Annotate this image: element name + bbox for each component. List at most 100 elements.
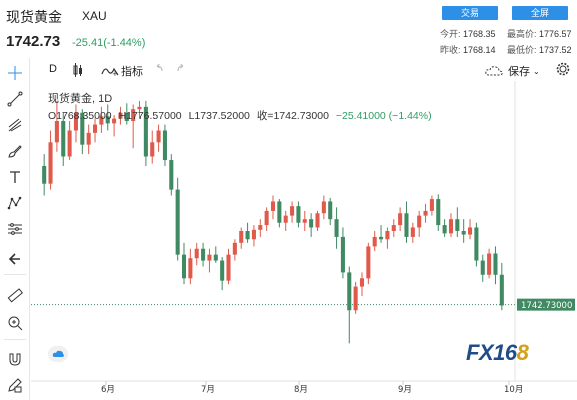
candle-body bbox=[181, 254, 187, 279]
candle-body bbox=[194, 248, 199, 259]
crosshair-icon[interactable] bbox=[6, 64, 24, 82]
prev-close-stat: 昨收: 1768.14 bbox=[440, 45, 496, 55]
candle-body bbox=[169, 160, 174, 190]
fullscreen-button[interactable]: 全屏 bbox=[512, 6, 568, 20]
candle-body bbox=[309, 219, 314, 228]
candle-body bbox=[105, 116, 110, 124]
x-tick-label: 9月 bbox=[398, 385, 412, 395]
candle-body bbox=[290, 206, 295, 216]
back-arrow-icon[interactable] bbox=[6, 250, 24, 268]
today-open-stat: 今开: 1768.35 bbox=[440, 29, 496, 39]
indicators-label: 指标 bbox=[121, 66, 143, 78]
candle-body bbox=[201, 248, 206, 261]
candle-body bbox=[118, 112, 123, 119]
candle-body bbox=[156, 130, 161, 143]
candlestick-chart[interactable]: 1742.73000 6月 7月 8月 9月 10月 bbox=[31, 81, 577, 400]
candle-body bbox=[143, 106, 148, 157]
candle-body bbox=[86, 132, 91, 145]
low-value: 1737.52 bbox=[539, 45, 572, 55]
drawing-tools-sidebar bbox=[0, 58, 30, 400]
candle-body bbox=[226, 254, 231, 281]
legend-change: −25.41000 (−1.44%) bbox=[335, 110, 432, 122]
candle-body bbox=[410, 227, 415, 237]
brush-icon[interactable] bbox=[6, 142, 24, 160]
high-stat: 最高价: 1776.57 bbox=[507, 29, 572, 39]
candle-body bbox=[283, 215, 288, 223]
indicators-button[interactable]: + 指标 bbox=[101, 63, 143, 79]
candle-body bbox=[54, 121, 59, 143]
candle-body bbox=[487, 253, 492, 275]
save-button[interactable]: 保存 ⌄ bbox=[484, 63, 540, 79]
magnet-icon[interactable] bbox=[6, 350, 24, 368]
last-price: 1742.73 bbox=[6, 33, 61, 50]
x-tick-label: 8月 bbox=[294, 385, 308, 395]
candle-body bbox=[92, 124, 98, 133]
candle-body bbox=[220, 260, 225, 281]
candle-body bbox=[359, 278, 365, 287]
candle-body bbox=[232, 242, 237, 255]
candle-body bbox=[213, 254, 218, 261]
high-value: 1776.57 bbox=[539, 29, 572, 39]
candle-body bbox=[124, 112, 129, 122]
candle-body bbox=[328, 201, 333, 220]
legend-open: O1768.35000 bbox=[48, 110, 112, 122]
candle-body bbox=[239, 231, 244, 243]
zoom-in-icon[interactable] bbox=[6, 314, 24, 332]
candle-body bbox=[258, 225, 263, 230]
candle-body bbox=[480, 260, 485, 275]
low-stat: 最低价: 1737.52 bbox=[507, 45, 572, 55]
candle-body bbox=[48, 142, 53, 184]
candle-body bbox=[398, 213, 403, 226]
prev-close-value: 1768.14 bbox=[463, 45, 496, 55]
candle-body bbox=[334, 219, 339, 237]
svg-text:+: + bbox=[112, 70, 118, 77]
legend-close: 收=1742.73000 bbox=[256, 110, 329, 122]
today-open-value: 1768.35 bbox=[463, 29, 496, 39]
chevron-down-icon: ⌄ bbox=[533, 66, 540, 76]
candle-body bbox=[347, 272, 352, 311]
chart-toolbar: D + 指标 保存 ⌄ bbox=[0, 58, 577, 80]
candle-body bbox=[61, 121, 66, 157]
candle-body bbox=[340, 236, 345, 273]
ruler-icon[interactable] bbox=[6, 286, 24, 304]
cloud-icon bbox=[485, 66, 503, 76]
candle-body bbox=[321, 201, 326, 214]
legend-low: L1737.52000 bbox=[188, 110, 250, 122]
visibility-cloud-icon[interactable] bbox=[48, 346, 68, 362]
candle-body bbox=[455, 219, 460, 231]
candle-body bbox=[207, 254, 212, 261]
redo-icon[interactable] bbox=[176, 63, 186, 73]
toolbar-divider bbox=[4, 339, 26, 340]
settings-gear-icon[interactable] bbox=[556, 62, 570, 76]
candle-body bbox=[499, 274, 504, 306]
pattern-icon[interactable] bbox=[6, 194, 24, 212]
legend-high: H1776.57000 bbox=[118, 110, 182, 122]
fork-tool-icon[interactable] bbox=[6, 116, 24, 134]
last-price-tag bbox=[517, 298, 575, 311]
candle-body bbox=[277, 201, 282, 223]
x-tick-label: 10月 bbox=[504, 385, 523, 395]
candle-body bbox=[188, 258, 193, 279]
lock-pencil-icon[interactable] bbox=[6, 376, 24, 394]
interval-button[interactable]: D bbox=[49, 63, 57, 75]
candle-body bbox=[245, 231, 250, 240]
text-icon[interactable] bbox=[6, 168, 24, 186]
last-price-label: 1742.73000 bbox=[521, 301, 572, 311]
candle-body bbox=[474, 227, 479, 261]
candle-body bbox=[391, 225, 396, 231]
candle-body bbox=[385, 231, 390, 240]
candle-body bbox=[429, 199, 434, 211]
price-change: -25.41(-1.44%) bbox=[72, 37, 146, 49]
line-tool-icon[interactable] bbox=[6, 90, 24, 108]
candle-body bbox=[131, 109, 136, 122]
undo-icon[interactable] bbox=[154, 63, 164, 73]
measure-icon[interactable] bbox=[6, 220, 24, 238]
candle-body bbox=[162, 130, 167, 161]
candle-body bbox=[137, 106, 142, 110]
trade-button[interactable]: 交易 bbox=[442, 6, 498, 20]
candle-body bbox=[99, 116, 104, 125]
candle-type-icon[interactable] bbox=[72, 63, 84, 77]
candle-body bbox=[379, 236, 384, 240]
toolbar-divider bbox=[4, 274, 26, 275]
candle-body bbox=[423, 210, 428, 216]
